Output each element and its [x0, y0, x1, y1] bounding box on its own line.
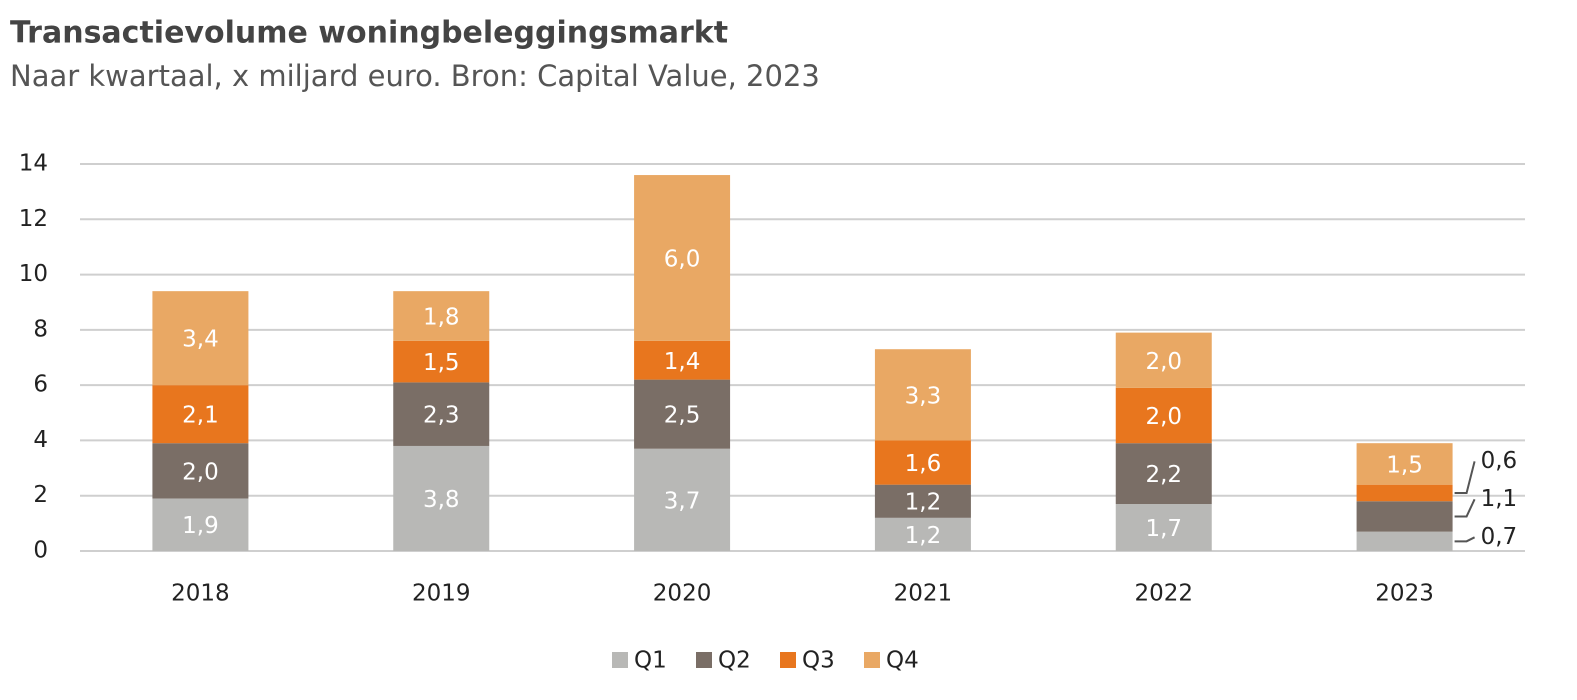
data-label: 3,7: [664, 488, 701, 514]
legend-label: Q3: [802, 648, 835, 674]
data-label: 1,2: [905, 523, 942, 549]
data-label: 2,2: [1145, 462, 1182, 488]
x-tick-label: 2023: [1375, 581, 1434, 607]
data-label: 2,3: [423, 403, 460, 429]
bar-segment: [874, 349, 971, 441]
legend-label: Q2: [718, 648, 751, 674]
bar-segment: [152, 443, 249, 499]
data-label: 2,5: [664, 403, 701, 429]
bar-segment: [634, 340, 731, 380]
bar-segment: [393, 445, 490, 551]
data-label: 1,9: [182, 513, 219, 539]
legend-label: Q1: [634, 648, 667, 674]
bar-segment: [393, 291, 490, 341]
legend-label: Q4: [886, 648, 919, 674]
x-tick-label: 2022: [1134, 581, 1193, 607]
legend-swatch: [612, 652, 628, 668]
bar-segment: [874, 440, 971, 485]
y-tick-label: 6: [33, 372, 48, 398]
data-label: 2,0: [1145, 349, 1182, 375]
data-label: 6,0: [664, 246, 701, 272]
y-tick-label: 4: [33, 427, 48, 453]
y-tick-label: 14: [19, 151, 48, 177]
data-label: 1,5: [1386, 452, 1423, 478]
data-label: 0,7: [1481, 524, 1518, 550]
bar-segment: [152, 291, 249, 386]
y-tick-label: 10: [19, 261, 48, 287]
y-tick-label: 12: [19, 206, 48, 232]
data-label: 3,4: [182, 327, 219, 353]
data-label: 3,3: [905, 383, 942, 409]
leader-line: [1454, 536, 1476, 543]
bar-segment: [393, 340, 490, 383]
data-label: 2,0: [1145, 404, 1182, 430]
x-tick-label: 2018: [171, 581, 230, 607]
x-tick-label: 2020: [653, 581, 712, 607]
data-label: 2,1: [182, 403, 219, 429]
chart-title: Transactievolume woningbeleggingsmarkt: [10, 16, 728, 51]
legend-swatch: [864, 652, 880, 668]
data-label: 1,6: [905, 451, 942, 477]
bar-segment: [1115, 443, 1212, 505]
leader-line: [1454, 498, 1476, 518]
bar-segment: [152, 385, 249, 444]
bar-segment: [1356, 484, 1453, 502]
data-label: 0,6: [1481, 448, 1518, 474]
bar-segment: [874, 484, 971, 518]
bar-segment: [1356, 531, 1453, 551]
bar-segment: [1115, 387, 1212, 444]
y-tick-label: 2: [33, 482, 48, 508]
legend-swatch: [780, 652, 796, 668]
chart-subtitle: Naar kwartaal, x miljard euro. Bron: Cap…: [10, 59, 820, 93]
y-tick-label: 8: [33, 316, 48, 342]
data-label: 1,4: [664, 349, 701, 375]
data-label: 1,5: [423, 350, 460, 376]
leader-line: [1454, 461, 1476, 494]
data-label: 1,7: [1145, 516, 1182, 542]
data-label: 1,8: [423, 305, 460, 331]
data-label: 3,8: [423, 487, 460, 513]
data-label: 1,2: [905, 490, 942, 516]
x-tick-label: 2021: [894, 581, 953, 607]
x-tick-label: 2019: [412, 581, 471, 607]
bar-segment: [1115, 504, 1212, 551]
data-label: 2,0: [182, 459, 219, 485]
bar-segment: [634, 379, 731, 449]
bar-segment: [874, 517, 971, 551]
bar-segment: [1356, 443, 1453, 485]
data-label: 1,1: [1481, 486, 1518, 512]
bar-segment: [634, 448, 731, 551]
bar-segment: [152, 498, 249, 551]
y-tick-label: 0: [33, 538, 48, 564]
legend-swatch: [696, 652, 712, 668]
bar-segment: [393, 382, 490, 446]
bar-segment: [1356, 501, 1453, 532]
bar-segment: [1115, 332, 1212, 388]
bar-segment: [634, 175, 731, 341]
